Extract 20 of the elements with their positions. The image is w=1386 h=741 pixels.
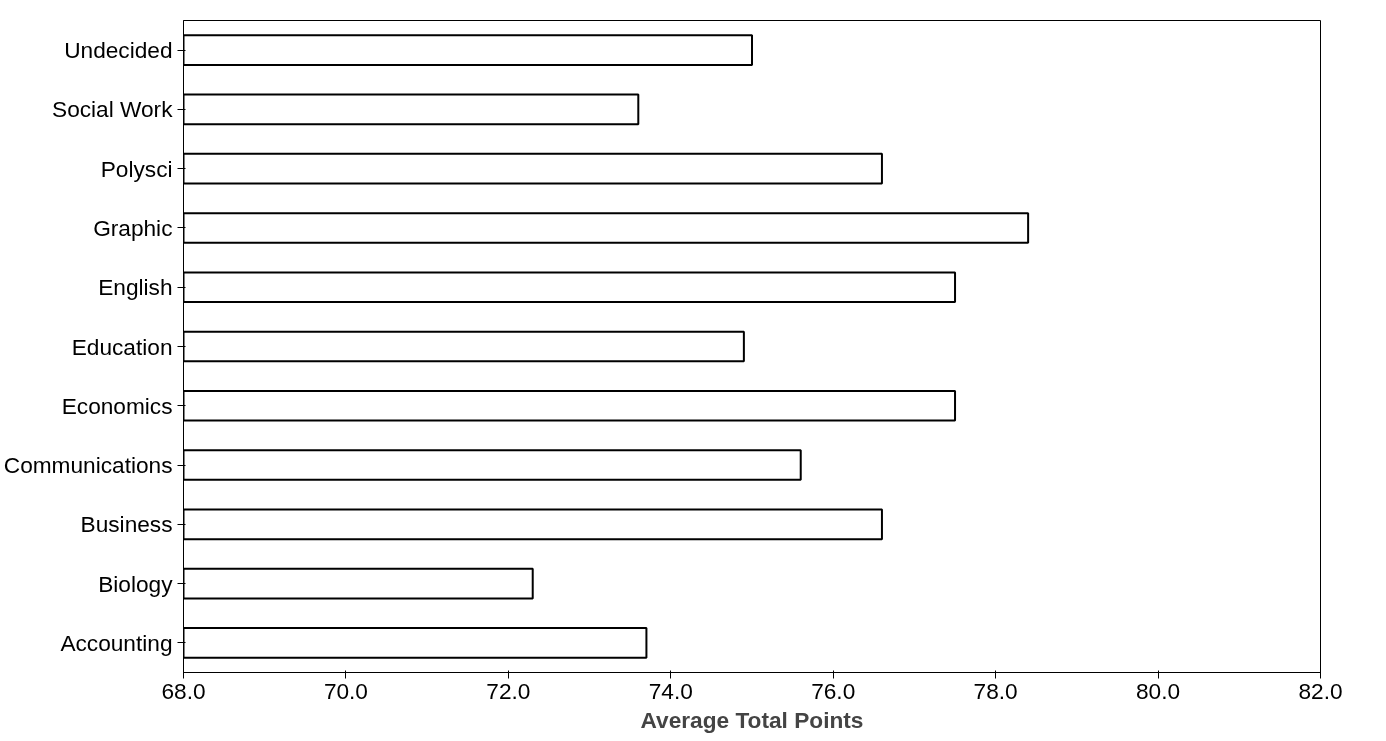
x-tick-label: 76.0 xyxy=(811,677,856,704)
x-tick-label: 68.0 xyxy=(161,677,206,704)
y-tick-label: Social Work xyxy=(52,96,174,123)
x-tick-label: 78.0 xyxy=(973,677,1018,704)
y-tick-label: English xyxy=(98,274,173,301)
x-tick-label: 80.0 xyxy=(1136,677,1181,704)
y-tick-label: Business xyxy=(80,511,173,538)
x-axis-title: Average Total Points xyxy=(640,706,864,733)
y-tick-label: Biology xyxy=(98,570,174,597)
x-tick-label: 70.0 xyxy=(323,677,368,704)
y-tick-label: Accounting xyxy=(60,629,173,656)
x-tick-label: 72.0 xyxy=(486,677,531,704)
y-tick-label: Economics xyxy=(61,392,173,419)
x-tick-label: 82.0 xyxy=(1298,677,1343,704)
y-tick-label: Communications xyxy=(3,452,173,479)
y-tick-label: Undecided xyxy=(64,37,173,64)
y-tick-label: Graphic xyxy=(93,214,173,241)
x-tick-label: 74.0 xyxy=(648,677,693,704)
y-tick-label: Education xyxy=(71,333,173,360)
y-tick-label: Polysci xyxy=(100,155,173,182)
